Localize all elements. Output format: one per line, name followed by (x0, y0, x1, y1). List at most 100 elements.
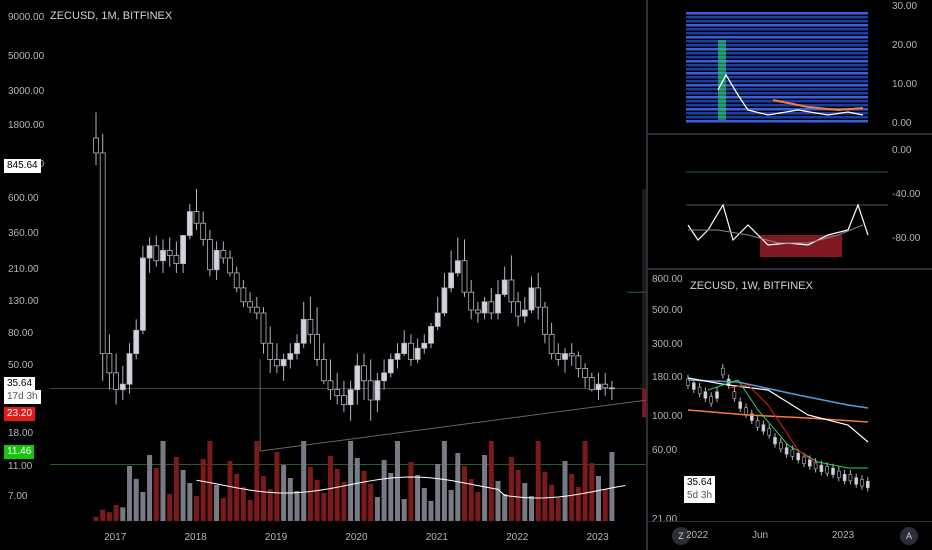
top-right-panel[interactable] (648, 0, 932, 133)
candle-body (414, 347, 421, 360)
weekly-candle-body (691, 382, 696, 390)
weekly-candle-body (825, 466, 829, 474)
bottom-right-y-tick-label: 180.00 (652, 372, 683, 384)
volume-bar (354, 458, 360, 521)
weekly-candle-body (819, 464, 824, 472)
mid-right-panel[interactable] (648, 135, 932, 268)
candle-body (166, 250, 173, 256)
candle-body (233, 272, 240, 289)
volume-bar (495, 481, 501, 521)
volume-bar (549, 485, 555, 521)
volume-bar (294, 491, 300, 521)
oversold-zone (760, 235, 842, 257)
weekly-candle-body (721, 367, 725, 376)
candle-body (294, 342, 300, 354)
oscillator-canvas (686, 171, 888, 257)
volume-profile-bar (686, 52, 868, 55)
volume-bar (462, 466, 467, 521)
volume-bar (321, 493, 327, 521)
candle-body (542, 306, 548, 335)
weekly-candle-body (750, 413, 754, 421)
top-right-y-tick-label: 20.00 (892, 40, 918, 51)
stop-loss-tag: 23.20 (4, 407, 36, 421)
main-x-tick-label: 2020 (345, 532, 368, 543)
mid-right-y-tick-label: 0.00 (892, 145, 912, 156)
volume-profile-bar (686, 64, 868, 67)
candle-body (474, 309, 481, 314)
main-y-tick-label: 80.00 (8, 328, 34, 340)
volume-bar (596, 476, 601, 521)
candle-body (126, 353, 133, 385)
volume-bar (341, 482, 347, 521)
main-chart-panel[interactable]: ZECUSD, 1M, BITFINEX (0, 0, 646, 521)
candle-body (461, 260, 468, 293)
candle-body (133, 329, 140, 354)
panel-divider-1[interactable] (648, 133, 932, 135)
volume-profile-bar (686, 108, 868, 111)
bottom-right-x-tick-label: 2022 (686, 530, 709, 541)
main-y-tick-label: 5000.00 (8, 51, 45, 63)
main-y-tick-label: 3000.00 (8, 85, 45, 97)
volume-profile-bar (686, 16, 868, 19)
panel-divider-2[interactable] (648, 268, 932, 270)
ma-green-line (707, 379, 868, 469)
weekly-candle-body (738, 401, 742, 409)
zoom-button[interactable]: Z (672, 527, 690, 545)
volume-bar (368, 484, 374, 521)
trendline (260, 399, 646, 452)
candle-body (367, 380, 374, 401)
auto-scale-button[interactable]: A (900, 527, 918, 545)
bottom-right-y-tick-label: 500.00 (652, 304, 683, 316)
candle-body (113, 372, 119, 391)
panel-divider-vertical[interactable] (646, 0, 648, 550)
volume-bar (569, 474, 575, 521)
volume-bar (482, 455, 488, 521)
volume-bar (187, 483, 193, 521)
mid-right-y-tick-label: -80.00 (892, 233, 921, 244)
volume-bar (602, 489, 608, 521)
volume-bar (254, 441, 260, 521)
volume-profile-bar (686, 28, 868, 31)
main-chart-canvas[interactable] (0, 0, 646, 521)
candle-body (180, 235, 187, 264)
candle-body (481, 301, 488, 314)
weekly-candle-body (709, 396, 714, 404)
candle-body (521, 309, 528, 317)
volume-profile-bar (686, 104, 868, 107)
volume-profile-bar (686, 32, 868, 35)
volume-bar (575, 487, 581, 521)
weekly-candle-body (755, 420, 760, 428)
candle-body (347, 389, 354, 406)
volume-bar (307, 467, 313, 521)
candle-body (588, 377, 595, 391)
top-right-y-tick-label: 30.00 (892, 1, 918, 12)
candle-body (220, 250, 227, 259)
countdown-tag: 17d 3h (4, 390, 41, 404)
volume-profile-highlight (718, 40, 726, 120)
volume-bar (515, 470, 521, 521)
candle-body (160, 250, 166, 262)
volume-profile-bar (686, 56, 868, 59)
weekly-candle-body (860, 479, 864, 487)
candle-body (247, 301, 254, 308)
weekly-candle-body (784, 447, 789, 455)
volume-bar (609, 452, 615, 521)
main-y-tick-label: 360.00 (8, 227, 39, 239)
volume-bar (120, 507, 126, 521)
volume-profile-bar (686, 20, 868, 23)
main-y-tick-label: 50.00 (8, 359, 34, 371)
volume-bar (488, 441, 494, 521)
candle-body (93, 137, 99, 154)
volume-bar (207, 441, 213, 521)
weekly-candle-body (761, 424, 766, 432)
volume-bar (401, 499, 407, 521)
weekly-candle-body (831, 467, 835, 475)
volume-bar (435, 464, 441, 521)
main-x-tick-label: 2021 (425, 532, 448, 543)
top-price-tag: 845.64 (4, 159, 41, 173)
volume-bar (562, 461, 568, 521)
volume-profile-bar (686, 36, 868, 39)
candle-body (515, 301, 521, 317)
volume-bar (381, 460, 387, 521)
candle-body (327, 380, 334, 391)
